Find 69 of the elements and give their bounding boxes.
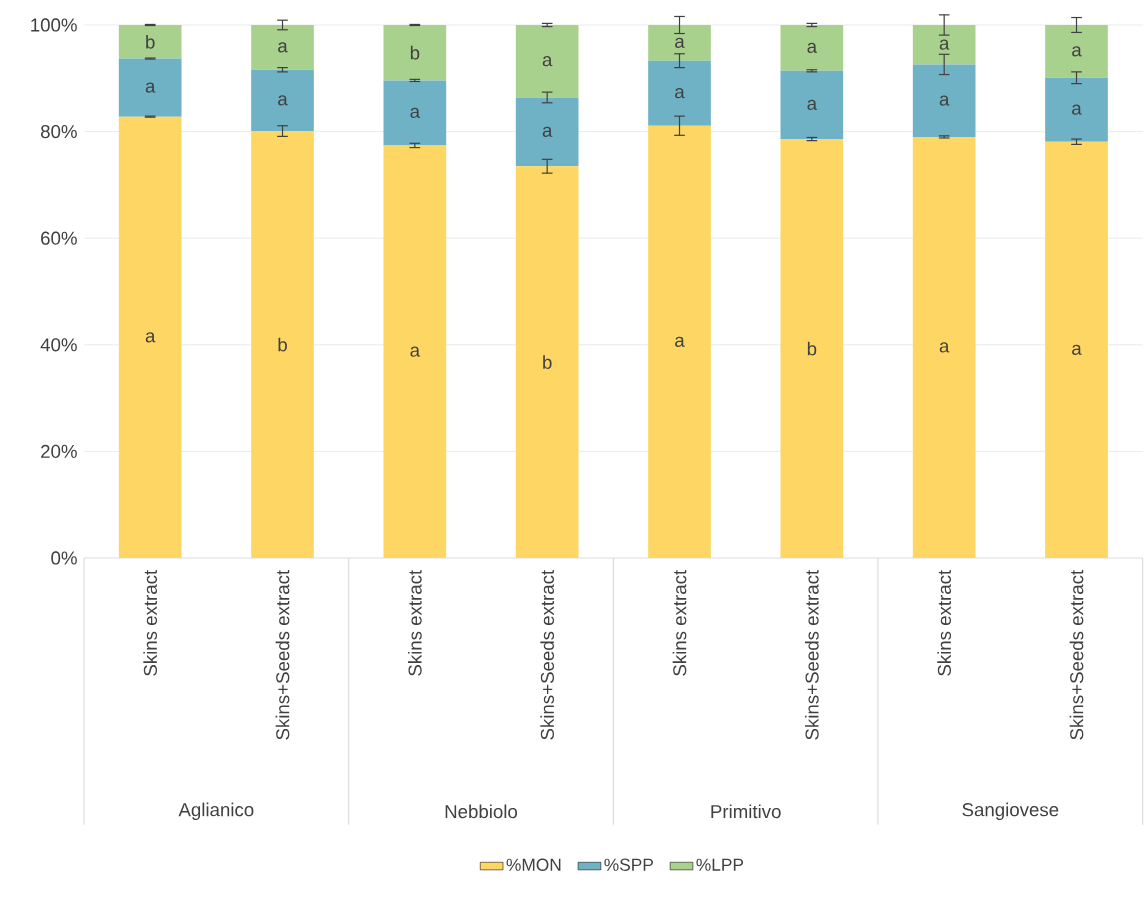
data-label: a	[939, 95, 950, 106]
data-label: a	[542, 56, 553, 67]
x-tick-label: Skins+Seeds extract	[540, 569, 555, 740]
y-tick-label: 40%	[40, 338, 77, 352]
bar	[780, 24, 844, 71]
data-label: a	[1072, 344, 1082, 355]
bar	[383, 80, 447, 146]
y-tick-label: 60%	[41, 231, 77, 245]
y-tick-label: 20%	[41, 444, 77, 458]
text: Nebbiolo	[445, 804, 518, 819]
data-label: a	[542, 126, 553, 137]
bar	[118, 24, 182, 59]
bar	[251, 24, 314, 70]
y-tick-label: 80%	[40, 124, 77, 139]
bar	[515, 97, 579, 167]
x-tick-label: Skins extract	[143, 569, 158, 676]
y-tick-label: 100%	[31, 18, 77, 32]
x-tick-label: Skins extract	[937, 569, 952, 676]
text: Sangiovese	[962, 802, 1059, 821]
data-label: a	[807, 42, 818, 54]
bar	[648, 60, 711, 126]
bar	[515, 166, 579, 558]
data-label: a	[675, 37, 685, 48]
x-tick-label: Skins+Seeds extract	[804, 569, 819, 740]
data-label: a	[145, 82, 156, 93]
bar	[515, 24, 579, 98]
data-label: a	[410, 346, 421, 357]
text: Primitivo	[711, 804, 781, 819]
bar	[648, 24, 711, 61]
data-label: b	[543, 355, 552, 369]
legend-label: %MON	[506, 858, 561, 871]
bar	[912, 64, 976, 137]
x-tick-label: Skins extract	[407, 569, 422, 676]
legend-label: %LPP	[696, 858, 744, 871]
data-label: a	[278, 95, 288, 106]
data-label: b	[807, 341, 817, 356]
bar	[251, 131, 314, 558]
data-label: b	[146, 34, 155, 49]
bar	[1045, 141, 1108, 558]
bar	[780, 139, 844, 558]
bar	[383, 24, 447, 81]
bar	[1045, 24, 1108, 78]
data-label: b	[410, 45, 420, 60]
legend-label: %SPP	[604, 858, 653, 871]
data-label: a	[1072, 46, 1082, 57]
bar	[118, 58, 182, 117]
data-label: a	[675, 336, 685, 347]
bar	[251, 69, 314, 132]
data-label: a	[1072, 104, 1082, 115]
data-label: b	[278, 337, 287, 352]
bar	[383, 145, 447, 558]
data-label: a	[145, 332, 156, 343]
bar	[648, 125, 711, 558]
bar	[912, 136, 976, 558]
data-label: a	[807, 99, 818, 111]
data-label: a	[939, 342, 950, 353]
data-label: a	[675, 88, 685, 99]
y-tick-label: 0%	[51, 551, 77, 565]
text: Aglianico	[178, 802, 254, 821]
x-tick-label: Skins+Seeds extract	[275, 569, 290, 740]
data-label: a	[939, 39, 950, 50]
x-tick-label: Skins+Seeds extract	[1069, 569, 1084, 740]
bar	[118, 116, 182, 558]
bar	[1045, 77, 1108, 142]
data-label: a	[410, 107, 421, 119]
bar	[912, 24, 976, 65]
bar	[780, 70, 844, 140]
x-tick-label: Skins extract	[672, 569, 687, 676]
data-label: a	[278, 42, 288, 53]
